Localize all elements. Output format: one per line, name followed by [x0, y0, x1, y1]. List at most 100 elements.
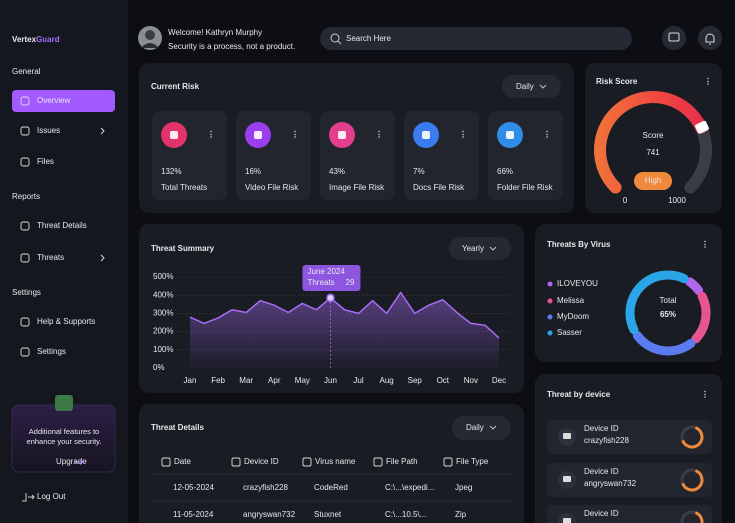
- period-dropdown[interactable]: [502, 75, 561, 98]
- chart-title: Threat Summary: [151, 244, 215, 253]
- x-tick-label: Jun: [324, 376, 337, 385]
- nav-icon: [20, 157, 30, 167]
- legend-label: Sasser: [557, 328, 582, 337]
- menu-dots[interactable]: ⋮: [701, 240, 709, 249]
- nav-item[interactable]: Settings: [37, 347, 66, 356]
- table-cell: Jpeg: [455, 483, 472, 492]
- device-id-label: Device ID: [584, 424, 619, 433]
- nav-item[interactable]: Issues: [37, 126, 60, 135]
- column-header: File Path: [386, 457, 418, 466]
- risk-score-card: [585, 63, 722, 213]
- threat-details-title: Threat Details: [151, 423, 204, 432]
- message-button[interactable]: [662, 26, 686, 50]
- nav-item[interactable]: Files: [37, 157, 54, 166]
- legend-swatch: [547, 314, 553, 320]
- x-tick-label: Sep: [408, 376, 423, 385]
- column-header: Date: [174, 457, 191, 466]
- section-title: Reports: [12, 192, 40, 201]
- section-title: Settings: [12, 288, 41, 297]
- threat-details-card: [139, 404, 524, 523]
- bell-icon: [705, 33, 715, 45]
- gauge-knob: [695, 120, 709, 134]
- donut-segment: [632, 330, 696, 356]
- device-panel-title: Threat by device: [547, 390, 611, 399]
- legend-swatch: [547, 281, 553, 287]
- section-title: General: [12, 67, 41, 76]
- menu-dots[interactable]: ⋮: [291, 130, 299, 139]
- logo-main: Vertex: [12, 35, 37, 44]
- nav-icon: [20, 96, 30, 106]
- menu-dots[interactable]: ⋮: [543, 130, 551, 139]
- legend-label: MyDoom: [557, 312, 589, 321]
- column-header: Virus name: [315, 457, 356, 466]
- risk-label: Total Threats: [161, 183, 207, 192]
- nav-item[interactable]: Threat Details: [37, 221, 87, 230]
- risk-label: Image File Risk: [329, 183, 385, 192]
- upgrade-button[interactable]: Upgrade: [56, 457, 87, 466]
- device-icon: [563, 476, 571, 482]
- tooltip-title: June 2024: [307, 267, 345, 276]
- legend-label: ILOVEYOU: [557, 279, 598, 288]
- risk-value: 132%: [161, 167, 181, 176]
- menu-dots[interactable]: ⋮: [207, 130, 215, 139]
- logout-icon: [22, 493, 35, 502]
- nav-item[interactable]: Overview: [37, 96, 71, 105]
- donut-segment: [685, 277, 704, 296]
- tooltip-value: 29: [346, 278, 355, 287]
- period-dropdown[interactable]: [452, 416, 511, 440]
- chart-title: Threats By Virus: [547, 240, 611, 249]
- nav-icon: [20, 221, 30, 231]
- nav-item[interactable]: Threats: [37, 253, 64, 262]
- risk-label: Folder File Risk: [497, 183, 554, 192]
- table-cell: 11-05-2024: [173, 510, 214, 519]
- logout[interactable]: Log Out: [37, 492, 66, 501]
- donut-center-value: 65%: [660, 310, 676, 319]
- upgrade-arrow: [75, 459, 84, 465]
- search-box[interactable]: [320, 27, 632, 50]
- gauge-min: 0: [623, 196, 628, 205]
- device-name: crazyfish228: [584, 436, 629, 445]
- current-risk-title: Current Risk: [151, 82, 200, 91]
- donut-segment: [625, 270, 689, 335]
- device-icon: [563, 518, 571, 523]
- risk-icon-glyph: [170, 131, 178, 139]
- tooltip: [302, 265, 361, 291]
- threats-by-virus-card: [535, 224, 722, 362]
- x-tick-label: Apr: [268, 376, 281, 385]
- device-ring: [681, 469, 704, 492]
- dropdown-chevron: [489, 246, 497, 251]
- promo-icon: [55, 395, 73, 411]
- y-tick-label: 400%: [153, 290, 173, 299]
- column-icon: [373, 457, 383, 467]
- risk-label: Docs File Risk: [413, 183, 465, 192]
- device-row: [547, 420, 712, 454]
- avatar-head: [145, 30, 155, 40]
- nav-item[interactable]: Help & Supports: [37, 317, 95, 326]
- legend-label: Melissa: [557, 296, 585, 305]
- active-item[interactable]: [12, 90, 115, 112]
- menu-dots[interactable]: ⋮: [704, 77, 712, 86]
- dropdown-chevron: [489, 425, 497, 430]
- period-dropdown[interactable]: [449, 237, 511, 260]
- risk-value: 66%: [497, 167, 513, 176]
- dropdown-chevron: [539, 84, 547, 89]
- menu-dots[interactable]: ⋮: [375, 130, 383, 139]
- gauge-score: 741: [646, 148, 660, 157]
- x-tick-label: May: [295, 376, 310, 385]
- subtitle: Security is a process, not a product.: [168, 42, 295, 51]
- gauge-max: 1000: [668, 196, 686, 205]
- x-tick-label: Jan: [184, 376, 197, 385]
- device-id-label: Device ID: [584, 509, 619, 518]
- device-ring: [681, 426, 704, 449]
- y-tick-label: 300%: [153, 309, 173, 318]
- notification-button[interactable]: [698, 26, 722, 50]
- logo-accent: Guard: [36, 35, 60, 44]
- gauge-label: Score: [643, 131, 664, 140]
- device-id-label: Device ID: [584, 467, 619, 476]
- risk-icon-glyph: [338, 131, 346, 139]
- menu-dots[interactable]: ⋮: [459, 130, 467, 139]
- menu-dots[interactable]: ⋮: [701, 390, 709, 399]
- logo: VertexGuard: [12, 35, 60, 44]
